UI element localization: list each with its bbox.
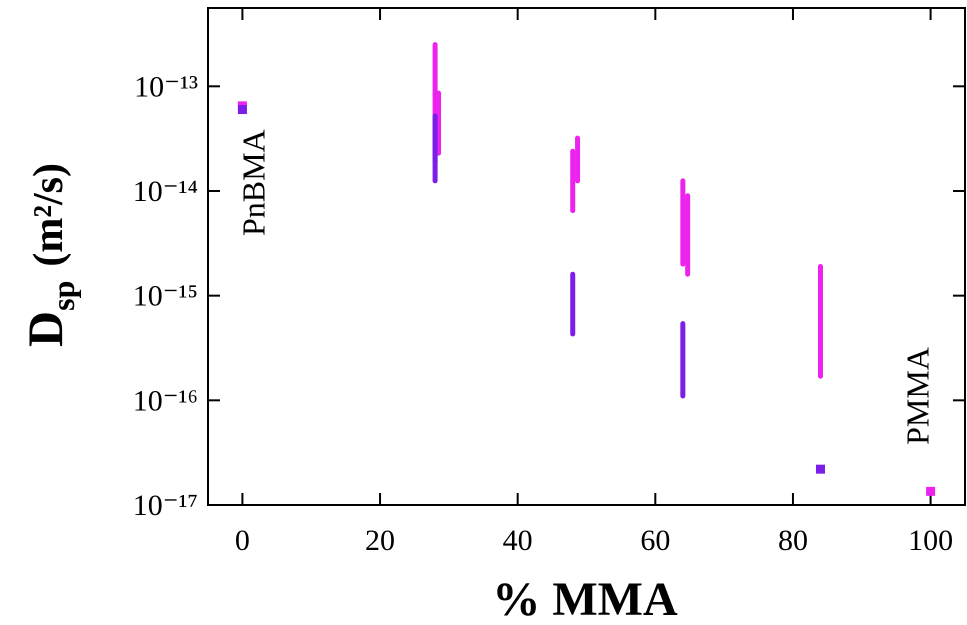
x-axis-label: % MMA: [492, 573, 678, 625]
y-label-subscript: sp: [45, 281, 81, 311]
plot-frame: [207, 7, 966, 506]
y-tick-label: 10⁻¹⁵: [133, 280, 198, 313]
point: [237, 105, 247, 115]
point: [815, 464, 825, 474]
point: [926, 486, 936, 496]
y-tick-label: 10⁻¹⁷: [133, 489, 198, 522]
y-label-symbol: D: [17, 311, 73, 347]
annotation: PnBMA: [235, 129, 271, 236]
x-tick-label: 40: [503, 524, 533, 557]
x-tick-label: 0: [235, 524, 250, 557]
x-tick-label: 60: [640, 524, 670, 557]
y-tick-label: 10⁻¹⁴: [133, 175, 198, 208]
y-tick-label: 10⁻¹⁶: [133, 384, 198, 417]
x-tick-label: 80: [778, 524, 808, 557]
x-tick-label: 20: [365, 524, 395, 557]
y-tick-label: 10⁻¹³: [134, 70, 198, 103]
y-label-unit: (m²/s): [26, 163, 72, 267]
x-tick-label: 100: [908, 524, 953, 557]
annotation: PMMA: [900, 347, 936, 445]
y-axis-label: Dsp (m²/s): [17, 163, 81, 347]
